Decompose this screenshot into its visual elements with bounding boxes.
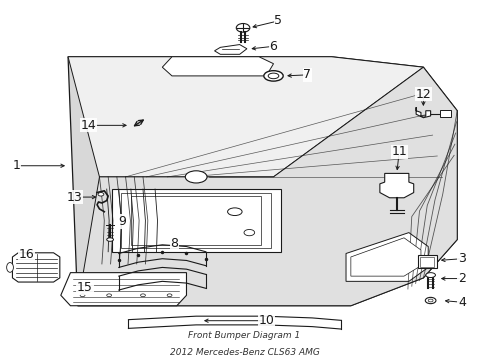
- Ellipse shape: [264, 71, 283, 81]
- Text: 6: 6: [269, 40, 277, 53]
- Polygon shape: [61, 273, 186, 306]
- Ellipse shape: [98, 193, 103, 196]
- Text: 7: 7: [303, 68, 311, 81]
- Text: 11: 11: [390, 145, 406, 158]
- Ellipse shape: [267, 73, 278, 79]
- Text: 2012 Mercedes-Benz CLS63 AMG: 2012 Mercedes-Benz CLS63 AMG: [169, 347, 319, 356]
- Text: 5: 5: [274, 14, 282, 27]
- Ellipse shape: [7, 262, 13, 272]
- Text: 1: 1: [12, 159, 20, 172]
- Polygon shape: [214, 45, 246, 54]
- Ellipse shape: [236, 23, 249, 32]
- Polygon shape: [68, 57, 456, 306]
- Bar: [419, 257, 434, 267]
- Text: 9: 9: [119, 215, 126, 228]
- Ellipse shape: [80, 294, 85, 297]
- Polygon shape: [415, 107, 430, 118]
- Ellipse shape: [425, 273, 435, 278]
- Text: 14: 14: [81, 119, 97, 132]
- Ellipse shape: [140, 294, 145, 297]
- Text: 4: 4: [457, 296, 465, 309]
- Text: Front Bumper Diagram 1: Front Bumper Diagram 1: [188, 331, 300, 340]
- Polygon shape: [162, 57, 273, 76]
- Text: 12: 12: [415, 87, 430, 100]
- Polygon shape: [350, 238, 420, 276]
- Text: 2: 2: [457, 272, 465, 285]
- Polygon shape: [12, 253, 60, 282]
- Ellipse shape: [227, 208, 242, 216]
- Text: 15: 15: [77, 281, 93, 294]
- Text: 13: 13: [66, 190, 82, 204]
- Polygon shape: [346, 233, 427, 282]
- Polygon shape: [68, 57, 423, 177]
- Bar: [417, 255, 436, 269]
- Ellipse shape: [427, 299, 432, 302]
- Ellipse shape: [106, 294, 111, 297]
- Ellipse shape: [106, 238, 113, 241]
- Polygon shape: [111, 189, 280, 252]
- Polygon shape: [78, 67, 456, 306]
- Text: 16: 16: [19, 248, 35, 261]
- Bar: [439, 110, 450, 117]
- Text: 3: 3: [457, 252, 465, 265]
- Text: 10: 10: [258, 314, 274, 327]
- Ellipse shape: [244, 229, 254, 236]
- Ellipse shape: [425, 297, 435, 303]
- Ellipse shape: [185, 171, 206, 183]
- Ellipse shape: [167, 294, 172, 297]
- Polygon shape: [379, 174, 413, 198]
- Text: 8: 8: [170, 237, 178, 249]
